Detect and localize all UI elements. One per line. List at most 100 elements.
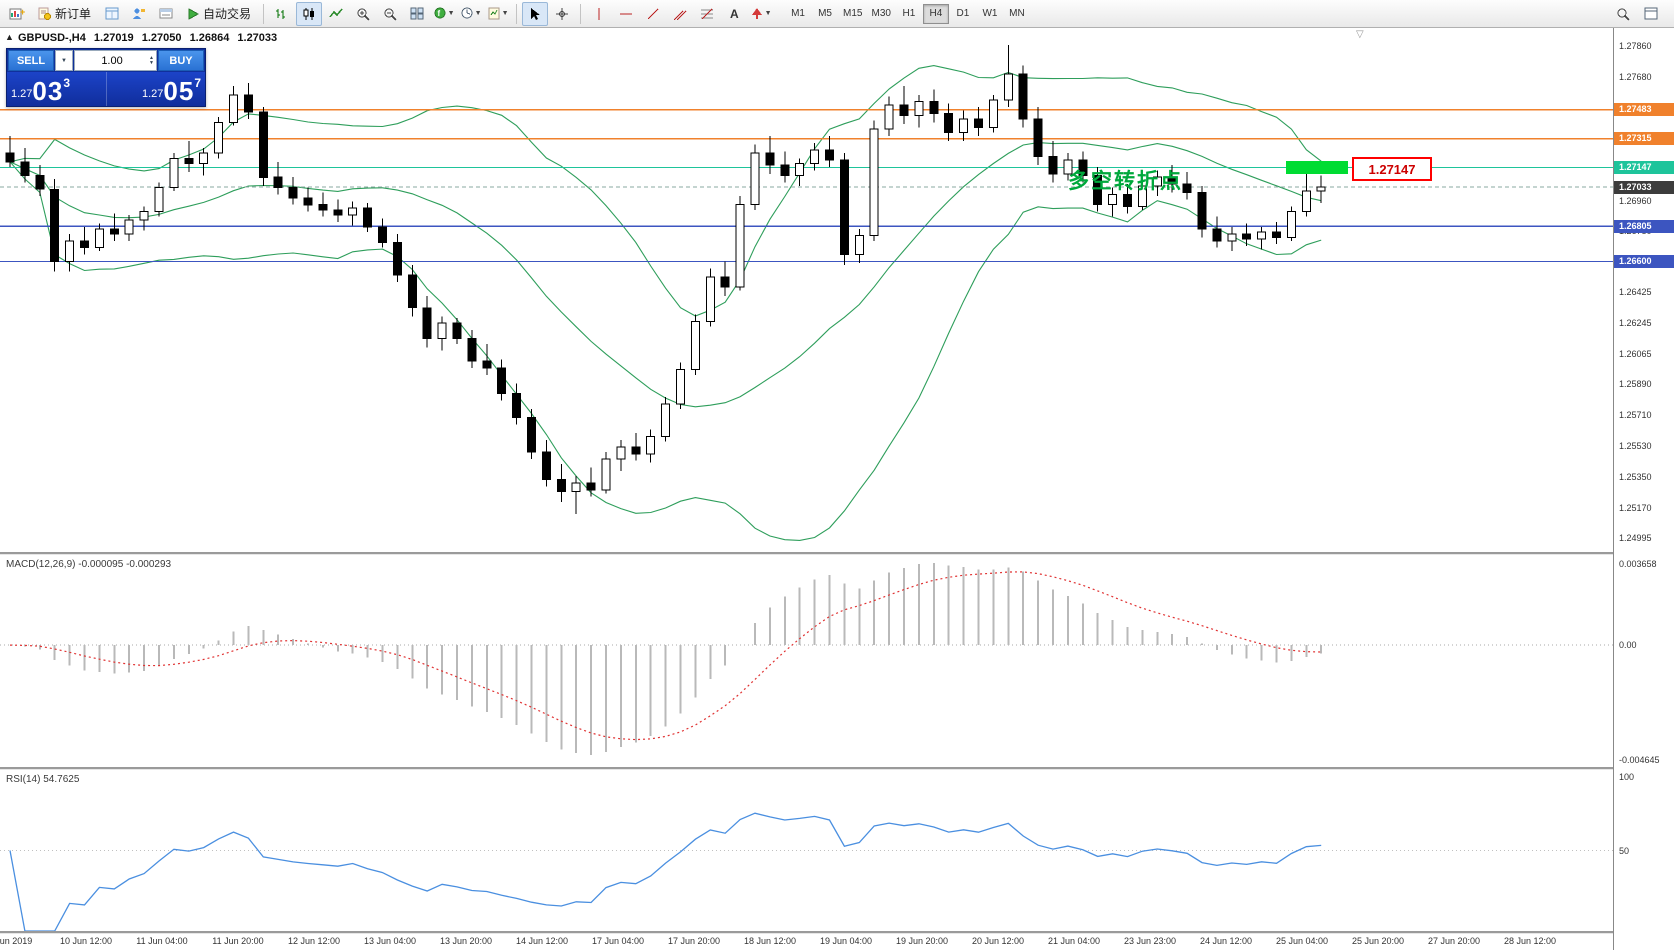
time-label: 25 Jun 04:00: [1275, 936, 1329, 946]
rsi-label: RSI(14) 54.7625: [6, 774, 80, 785]
pane-splitter[interactable]: [0, 767, 1674, 770]
time-label: 17 Jun 04:00: [591, 936, 645, 946]
fibonacci-icon[interactable]: [694, 2, 720, 26]
sell-button[interactable]: SELL: [8, 50, 54, 71]
vertical-line-icon[interactable]: [586, 2, 612, 26]
chart-area: 0.003658 0.00 -0.004645 100 50 1.27860 1.27680…: [0, 28, 1674, 950]
templates-icon[interactable]: ▼: [485, 2, 511, 26]
price-tick: 1.25350: [1619, 472, 1652, 483]
line-chart-icon[interactable]: [323, 2, 349, 26]
rsi-pane[interactable]: [0, 770, 1613, 931]
timeframe-button-M15[interactable]: M15: [839, 4, 866, 24]
chevron-down-icon: ▼: [764, 10, 772, 17]
time-label: 25 Jun 20:00: [1351, 936, 1405, 946]
timeframe-button-H1[interactable]: H1: [896, 4, 922, 24]
timeframe-button-M30[interactable]: M30: [867, 4, 894, 24]
rsi-scale-label: 100: [1619, 772, 1635, 782]
chevron-down-icon: ▼: [61, 57, 67, 64]
horizontal-line-icon[interactable]: [613, 2, 639, 26]
timeframe-button-D1[interactable]: D1: [950, 4, 976, 24]
autotrading-button[interactable]: 自动交易: [180, 3, 258, 25]
macd-scale-label: 0.003658: [1619, 559, 1657, 569]
text-icon[interactable]: A: [721, 2, 747, 26]
timeframe-button-M5[interactable]: M5: [812, 4, 838, 24]
zoom-in-icon[interactable]: [350, 2, 376, 26]
candlestick-chart-icon[interactable]: [296, 1, 323, 26]
one-click-collapse-icon[interactable]: ▲: [5, 32, 14, 42]
timeframe-button-M1[interactable]: M1: [785, 4, 811, 24]
search-icon[interactable]: [1610, 2, 1636, 26]
new-order-button[interactable]: 新订单: [31, 3, 98, 25]
bar-chart-icon[interactable]: [269, 2, 295, 26]
symbol-period-label: GBPUSD-,H4: [18, 32, 86, 44]
price-tick: 1.25170: [1619, 503, 1652, 513]
buy-price[interactable]: 1.27 05 7: [105, 72, 206, 106]
price-tick: 1.25710: [1619, 410, 1652, 421]
chart-annotation-text[interactable]: 多空转折点: [1068, 170, 1183, 194]
open-value: 1.27019: [93, 32, 134, 44]
chart-shift-marker[interactable]: ▽: [1356, 29, 1364, 40]
time-label: 13 Jun 04:00: [363, 936, 417, 946]
navigator-icon[interactable]: [126, 2, 152, 26]
macd-label: MACD(12,26,9) -0.000095 -0.000293: [6, 559, 172, 570]
trendline-icon[interactable]: [640, 2, 666, 26]
high-value: 1.27050: [141, 32, 182, 44]
price-tick: 1.27680: [1619, 71, 1652, 82]
price-badge: 1.27147: [1614, 160, 1674, 174]
chevron-down-icon: ▼: [501, 10, 509, 17]
volume-input[interactable]: [75, 53, 150, 68]
macd-pane[interactable]: [0, 555, 1613, 766]
sell-price[interactable]: 1.27 03 3: [11, 76, 71, 106]
timeframe-toolbar: M1 M5 M15 M30 H1 H4 D1 W1 MN: [785, 3, 1030, 24]
svg-text:f: f: [437, 9, 440, 18]
tile-windows-icon[interactable]: [404, 2, 430, 26]
price-callout-label[interactable]: 1.27147: [1352, 157, 1432, 182]
timeframe-button-H4[interactable]: H4: [922, 3, 949, 24]
price-tick: 1.24995: [1619, 533, 1652, 544]
new-chart-icon[interactable]: +: [4, 2, 30, 26]
chart-layout-icon[interactable]: [1638, 2, 1664, 26]
highlight-box[interactable]: [1286, 161, 1348, 175]
terminal-icon[interactable]: [153, 2, 179, 26]
macd-scale-label: -0.004645: [1619, 755, 1660, 765]
time-label: 28 Jun 12:00: [1503, 936, 1557, 946]
time-label: 20 Jun 12:00: [971, 936, 1025, 946]
equidistant-channel-icon[interactable]: [667, 2, 693, 26]
toolbar: + 新订单 自动交易: [0, 0, 1674, 28]
time-label: 11 Jun 04:00: [136, 936, 188, 946]
autotrading-label: 自动交易: [203, 7, 252, 21]
new-order-icon: [38, 7, 51, 20]
time-label: 9 Jun 2019: [0, 936, 33, 946]
chevron-down-icon: ▼: [474, 10, 482, 17]
price-tick: 1.26425: [1619, 287, 1652, 298]
market-watch-icon[interactable]: [99, 2, 125, 26]
indicators-icon[interactable]: f ▼: [431, 2, 457, 26]
toolbar-separator: [263, 3, 265, 24]
volume-stepper[interactable]: ▲ ▼: [149, 55, 156, 66]
time-label: 24 Jun 12:00: [1199, 936, 1253, 946]
time-label: 12 Jun 12:00: [287, 936, 341, 946]
zoom-out-icon[interactable]: [377, 2, 403, 26]
price-tick: 1.27860: [1619, 41, 1652, 51]
low-value: 1.26864: [189, 32, 230, 44]
pane-splitter[interactable]: [0, 931, 1674, 934]
timeframe-button-W1[interactable]: W1: [977, 4, 1003, 24]
new-order-label: 新订单: [55, 7, 92, 21]
buy-button[interactable]: BUY: [158, 50, 204, 71]
periods-icon[interactable]: ▼: [458, 2, 484, 26]
time-label: 18 Jun 12:00: [743, 936, 797, 946]
main-chart[interactable]: [0, 28, 1613, 552]
price-tick: 1.26960: [1619, 195, 1652, 206]
time-label: 27 Jun 20:00: [1427, 936, 1481, 946]
timeframe-button-MN[interactable]: MN: [1004, 4, 1030, 24]
price-scale[interactable]: 0.003658 0.00 -0.004645 100 50 1.27860 1.27680…: [1613, 28, 1674, 950]
time-label: 21 Jun 04:00: [1047, 936, 1101, 946]
pane-splitter[interactable]: [0, 552, 1674, 555]
rsi-scale-label: 50: [1619, 845, 1630, 856]
arrows-icon[interactable]: ▼: [748, 2, 774, 26]
cursor-icon[interactable]: [522, 1, 549, 26]
time-axis[interactable]: 9 Jun 2019 10 Jun 12:00 11 Jun 04:00 11 Jun…: [0, 934, 1674, 950]
crosshair-icon[interactable]: [549, 2, 575, 26]
volume-preset-dropdown[interactable]: ▼: [55, 50, 73, 71]
